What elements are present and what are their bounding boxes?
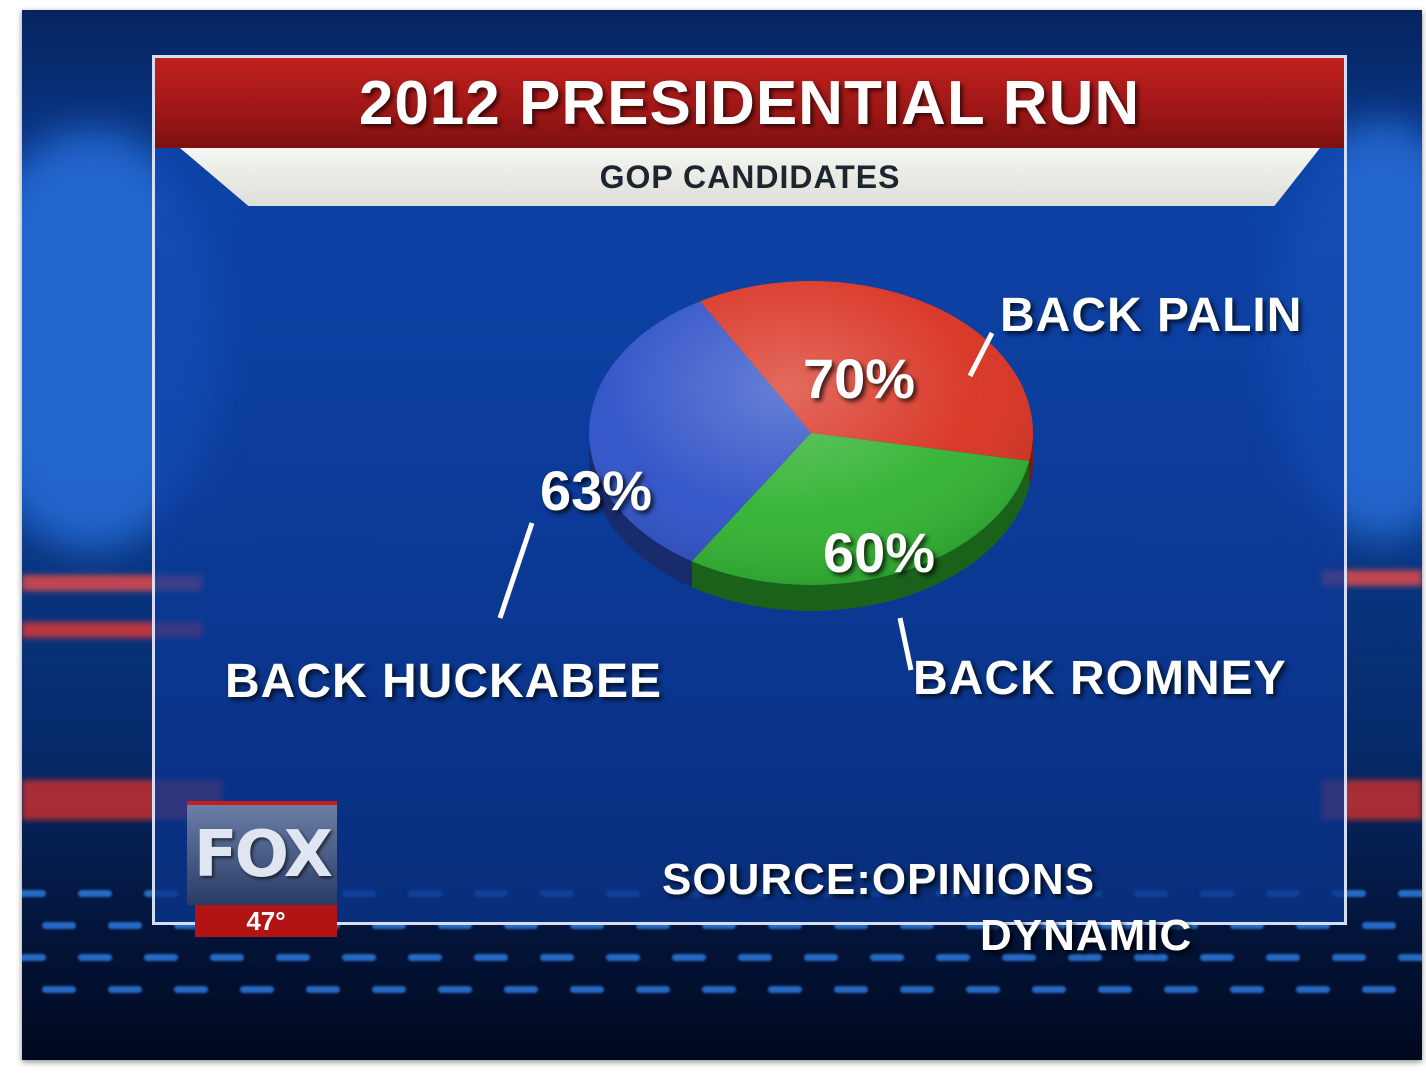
floor-light [636,922,670,929]
floor-light [1134,954,1168,961]
floor-light [570,922,604,929]
floor-light [834,922,868,929]
floor-light [1332,954,1366,961]
floor-light [210,954,244,961]
leader-line-romney [897,617,914,671]
floor-light [540,954,574,961]
floor-light [900,986,934,993]
floor-light [570,986,604,993]
floor-light [108,986,142,993]
pie-slice-side [1029,433,1033,487]
floor-light [966,986,1000,993]
floor-light [966,922,1000,929]
floor-light [870,954,904,961]
leader-line-palin [967,331,995,378]
floor-light [834,986,868,993]
floor-light [1098,986,1132,993]
floor-light [1398,890,1422,897]
slice-value-label: 60% [823,521,936,584]
slice-category-label: BACK PALIN [1000,289,1303,342]
floor-light [22,954,46,961]
floor-light [1164,986,1198,993]
source-note: SOURCE:OPINIONS DYNAMIC [662,852,1192,964]
floor-light [474,954,508,961]
floor-light [1068,954,1102,961]
logo-text: FOX [193,818,333,892]
floor-light [22,890,46,897]
floor-light [1032,986,1066,993]
floor-light [240,986,274,993]
floor-light [606,954,640,961]
floor-light [372,986,406,993]
floor-light [1230,922,1264,929]
logo-box: FOX [187,801,337,905]
floor-light [1296,986,1330,993]
floor-light [1362,922,1396,929]
floor-light [1296,922,1330,929]
floor-light [42,986,76,993]
subtitle-band: GOP CANDIDATES [180,148,1320,206]
pie-chart [497,281,1033,671]
source-line-1: SOURCE:OPINIONS [662,855,1096,904]
floor-light [1002,954,1036,961]
floor-light [408,954,442,961]
floor-light [1230,986,1264,993]
floor-light [1098,922,1132,929]
floor-light [1332,890,1366,897]
title-bar: 2012 PRESIDENTIAL RUN [155,58,1344,148]
leader-line-huckabee [497,522,535,619]
floor-light [306,986,340,993]
floor-light [78,890,112,897]
floor-light [438,986,472,993]
floor-light [1362,986,1396,993]
floor-light [108,922,142,929]
floor-light [1032,922,1066,929]
pie-highlight [589,281,1033,585]
floor-light [174,986,208,993]
slice-category-label: BACK ROMNEY [913,652,1287,705]
slice-value-label: 63% [540,459,653,522]
floor-light [804,954,838,961]
floor-light [1200,954,1234,961]
floor-light [636,986,670,993]
chart-subtitle: GOP CANDIDATES [599,158,901,195]
chart-panel: 2012 PRESIDENTIAL RUN GOP CANDIDATES 70%… [152,55,1347,925]
floor-light [42,922,76,929]
temperature-text: 47° [246,905,286,936]
floor-light [276,954,310,961]
floor-light [1398,954,1422,961]
pie-slice-side [589,433,692,588]
floor-light [936,954,970,961]
floor-light [702,922,736,929]
floor-light [1164,922,1198,929]
source-line-2: DYNAMIC [980,911,1193,960]
floor-light [372,922,406,929]
floor-light [342,954,376,961]
floor-light [1266,954,1300,961]
floor-light [504,986,538,993]
floor-light [144,954,178,961]
floor-light [504,922,538,929]
slice-category-label: BACK HUCKABEE [225,655,663,708]
floor-light [738,954,772,961]
floor-light [174,922,208,929]
floor-light [702,986,736,993]
pie-slice-side [691,460,1030,611]
red-light-streak [1322,570,1422,586]
floor-light [438,922,472,929]
floor-light [900,922,934,929]
floor-light [672,954,706,961]
tv-screen-photo: 2012 PRESIDENTIAL RUN GOP CANDIDATES 70%… [22,10,1422,1060]
floor-light [768,986,802,993]
fox-logo: FOX 47° [187,793,337,938]
floor-light [78,954,112,961]
chart-title: 2012 PRESIDENTIAL RUN [358,68,1141,138]
floor-light [768,922,802,929]
pie-group [589,281,1033,611]
slice-value-label: 70% [803,347,916,410]
temperature-badge: 47° [195,905,337,937]
